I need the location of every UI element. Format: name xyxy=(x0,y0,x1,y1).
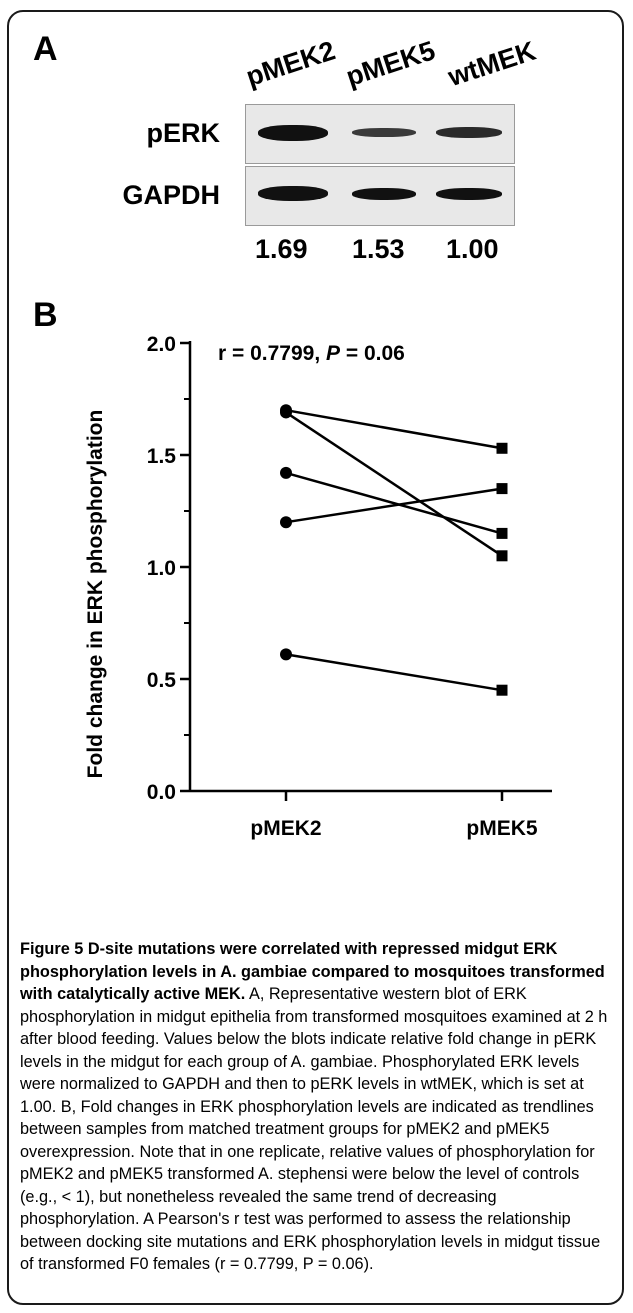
pmek5-point xyxy=(496,442,508,454)
pmek2-point xyxy=(280,406,292,419)
pmek5-point xyxy=(496,527,508,539)
series-line xyxy=(285,653,503,692)
caption-title: Figure 5 D-site mutations were correlate… xyxy=(20,940,605,1003)
series-line xyxy=(285,471,503,535)
y-tick-label: 0.0 xyxy=(147,781,176,804)
x-tick-label: pMEK5 xyxy=(466,817,537,840)
pmek2-point xyxy=(280,466,292,479)
y-axis-label: Fold change in ERK phosphorylation xyxy=(84,410,107,779)
gapdh-band-pmek2 xyxy=(258,186,328,201)
panel-a-label: A xyxy=(33,30,58,68)
pmek2-point xyxy=(280,516,292,529)
perk-blot-strip xyxy=(245,104,515,164)
row-label-perk: pERK xyxy=(146,118,221,148)
y-tick-label: 0.5 xyxy=(147,669,177,692)
ratio-wtmek: 1.00 xyxy=(446,234,499,264)
row-label-gapdh: GAPDH xyxy=(122,180,220,210)
pmek5-point xyxy=(496,550,508,562)
pmek5-point xyxy=(496,684,508,696)
perk-band-wtmek xyxy=(436,127,502,138)
panel-b-label: B xyxy=(33,296,58,334)
y-tick-label: 2.0 xyxy=(147,333,176,356)
series-line xyxy=(285,411,503,557)
series-line xyxy=(285,408,503,450)
ratio-pmek5: 1.53 xyxy=(352,234,405,264)
annotation-prefix: r = 0.7799, xyxy=(218,342,326,365)
gapdh-blot-strip xyxy=(245,166,515,226)
pmek2-point xyxy=(280,648,292,661)
gapdh-band-pmek5 xyxy=(352,188,416,200)
ratio-pmek2: 1.69 xyxy=(255,234,308,264)
perk-band-pmek5 xyxy=(352,128,416,137)
annotation-p-symbol: P xyxy=(326,342,341,365)
caption-text: A, Representative western blot of ERK ph… xyxy=(20,985,608,1273)
pmek5-point xyxy=(496,483,508,495)
x-tick-label: pMEK2 xyxy=(250,817,321,840)
y-tick-label: 1.0 xyxy=(147,557,176,580)
perk-band-pmek2 xyxy=(258,125,328,141)
correlation-annotation: r = 0.7799, P = 0.06 xyxy=(218,342,405,365)
y-tick-label: 1.5 xyxy=(147,445,177,468)
gapdh-band-wtmek xyxy=(436,188,502,200)
fold-change-chart: Fold change in ERK phosphorylation r = 0… xyxy=(84,333,552,840)
annotation-suffix: = 0.06 xyxy=(340,342,405,365)
series-line xyxy=(285,487,503,524)
figure-caption: Figure 5 D-site mutations were correlate… xyxy=(20,938,616,1276)
